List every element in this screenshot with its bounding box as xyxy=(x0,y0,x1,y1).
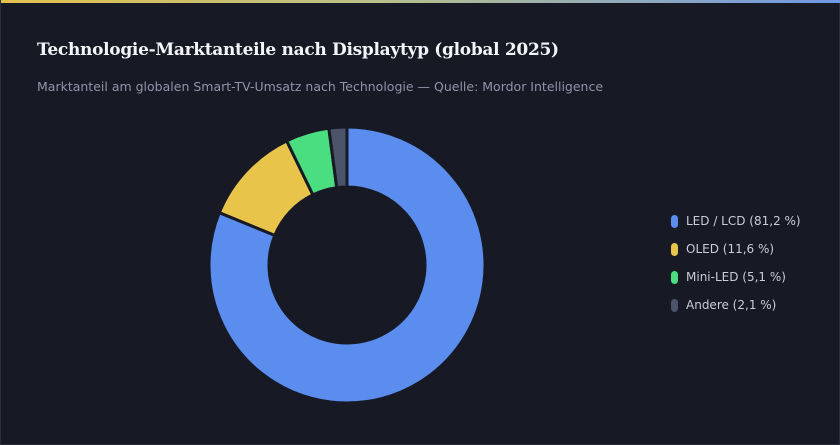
legend-label: Mini-LED (5,1 %) xyxy=(686,270,786,284)
legend-label: OLED (11,6 %) xyxy=(686,242,775,256)
legend-label: LED / LCD (81,2 %) xyxy=(686,214,801,228)
legend-swatch xyxy=(671,242,678,256)
legend-item[interactable]: Andere (2,1 %) xyxy=(671,297,801,313)
legend-swatch xyxy=(671,270,678,284)
chart-title: Technologie-Marktanteile nach Displaytyp… xyxy=(37,40,559,60)
legend-label: Andere (2,1 %) xyxy=(686,298,777,312)
legend-item[interactable]: LED / LCD (81,2 %) xyxy=(671,213,801,229)
legend-item[interactable]: OLED (11,6 %) xyxy=(671,241,801,257)
chart-subtitle: Marktanteil am globalen Smart-TV-Umsatz … xyxy=(37,79,604,94)
legend-swatch xyxy=(671,298,678,312)
legend-swatch xyxy=(671,214,678,228)
legend-item[interactable]: Mini-LED (5,1 %) xyxy=(671,269,801,285)
chart-legend: LED / LCD (81,2 %) OLED (11,6 %) Mini-LED … xyxy=(671,213,801,313)
donut-slice-led-lcd[interactable] xyxy=(207,125,487,405)
accent-bar xyxy=(1,0,840,3)
donut-slice-andere[interactable] xyxy=(327,125,349,190)
